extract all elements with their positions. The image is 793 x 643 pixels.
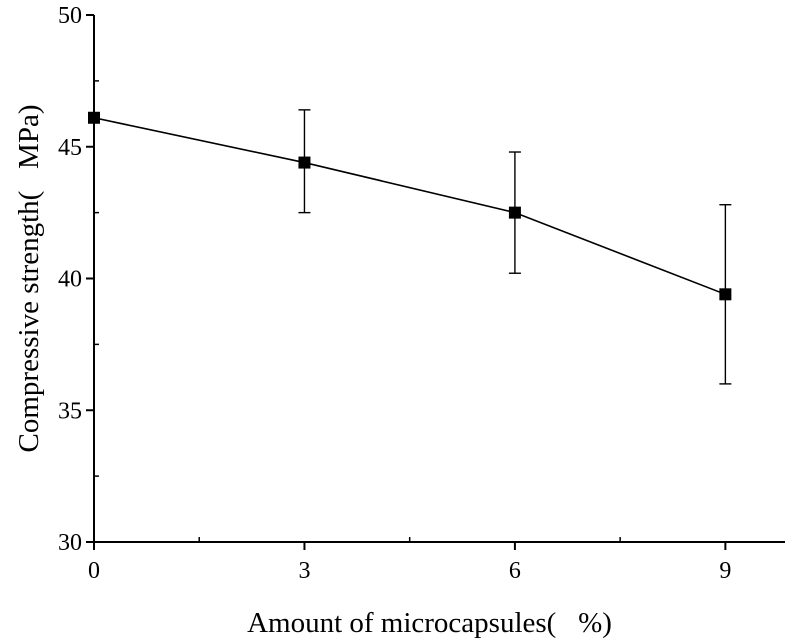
x-tick-label: 0 (88, 558, 100, 584)
x-tick-label: 9 (719, 558, 731, 584)
y-tick-label: 35 (58, 398, 82, 424)
axes (86, 14, 785, 550)
labels-layer: 30 35 40 45 50 0 3 6 9 Amount of microcapsules( %… (13, 3, 731, 639)
data-point-marker (88, 111, 100, 124)
data-point-marker (508, 206, 521, 219)
y-axis-label: Compressive strength( MPa) (13, 105, 45, 453)
y-tick-label: 45 (58, 135, 82, 161)
x-axis-label: Amount of microcapsules( %) (247, 607, 612, 639)
y-tick-label: 30 (58, 530, 82, 556)
data-point-marker (298, 156, 311, 169)
x-tick-label: 3 (298, 558, 310, 584)
data-point-marker (719, 288, 732, 301)
y-tick-label: 50 (58, 3, 82, 29)
series-line (93, 116, 726, 296)
y-tick-label: 40 (58, 267, 82, 293)
x-tick-label: 6 (509, 558, 521, 584)
series-layer (88, 109, 732, 385)
